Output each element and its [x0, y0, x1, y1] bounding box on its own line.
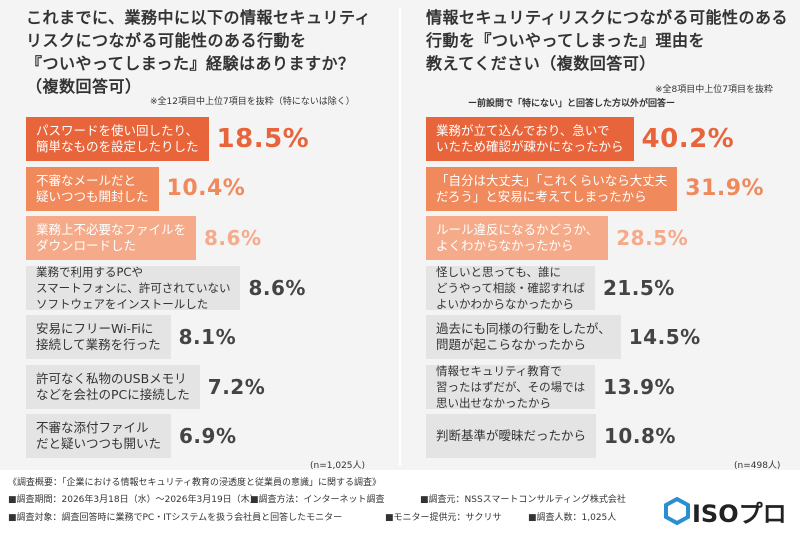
bar-row: 不審なメールだと 疑いつつも開封した 10.4% — [26, 166, 245, 212]
divider — [399, 8, 401, 466]
value-label: 28.5% — [616, 226, 689, 250]
sample-size: (n=498人) — [734, 461, 781, 471]
bar: 判断基準が曖昧だったから — [426, 414, 597, 458]
bar-row: 過去にも同様の行動をしたが、 問題が起こらなかったから 14.5% — [426, 314, 701, 360]
bar-row: 怪しいと思っても、誰に どうやって相談・確認すれば よいかわからなかったから 21… — [426, 265, 675, 311]
value-label: 21.5% — [602, 275, 675, 300]
value-label: 14.5% — [628, 325, 701, 349]
bar: 情報セキュリティ教育で 習ったはずだが、その場では 思い出せなかったから — [426, 364, 596, 410]
bar: ルール違反になるかどうか、 よくわからなかったから — [426, 216, 609, 260]
bar-row: 「自分は大丈夫」「これくらいなら大丈夫 だろう」と安易に考えてしまったから 31.… — [426, 166, 764, 212]
bar-row: 情報セキュリティ教育で 習ったはずだが、その場では 思い出せなかったから 13.9… — [426, 364, 675, 410]
bar-row: 業務上不必要なファイルを ダウンロードした 8.6% — [26, 215, 261, 261]
survey-method: ■調査方法：インターネット調査 — [250, 495, 385, 505]
bar-row: パスワードを使い回したり、 簡単なものを設定したりした 18.5% — [26, 116, 309, 162]
logo-icon — [664, 497, 690, 525]
bar-row: 安易にフリーWi-Fiに 接続して業務を行った 8.1% — [26, 314, 236, 360]
bar: 許可なく私物のUSBメモリ などを会社のPCに接続した — [26, 364, 200, 409]
bar: 怪しいと思っても、誰に どうやって相談・確認すれば よいかわからなかったから — [426, 265, 595, 311]
bar: 業務で利用するPCや スマートフォンに、許可されていない ソフトウェアをインスト… — [26, 265, 241, 311]
value-label: 31.9% — [685, 176, 765, 201]
value-label: 13.9% — [603, 374, 676, 399]
bar-row: 許可なく私物のUSBメモリ などを会社のPCに接続した 7.2% — [26, 364, 265, 410]
survey-heading: 《調査概要：「企業における情報セキュリティ教育の浸透度と従業員の意識」に関する調… — [8, 478, 381, 488]
value-label: 6.9% — [179, 424, 237, 448]
bar: 業務が立て込んでおり、急いで いたため確認が疎かになったから — [426, 117, 634, 161]
bar: 不審なメールだと 疑いつつも開封した — [26, 166, 159, 211]
bar: 業務上不必要なファイルを ダウンロードした — [26, 216, 197, 260]
value-label: 10.8% — [604, 424, 676, 448]
value-label: 7.2% — [207, 374, 266, 399]
bar-row: 不審な添付ファイル だと疑いつつも開いた 6.9% — [26, 413, 236, 459]
bar: パスワードを使い回したり、 簡単なものを設定したりした — [26, 117, 209, 161]
bar: 過去にも同様の行動をしたが、 問題が起こらなかったから — [426, 315, 621, 359]
value-label: 18.5% — [216, 124, 310, 154]
chart-title: 情報セキュリティリスクにつながる可能性のある 行動を『ついやってしまった』理由を… — [426, 8, 789, 73]
bar: 不審な添付ファイル だと疑いつつも開いた — [26, 414, 172, 458]
value-label: 8.6% — [204, 226, 262, 250]
bar-row: 判断基準が曖昧だったから 10.8% — [426, 413, 676, 459]
value-label: 10.4% — [166, 176, 246, 201]
chart-title: これまでに、業務中に以下の情報セキュリティ リスクにつながる可能性のある行動を … — [26, 8, 372, 96]
value-label: 40.2% — [641, 124, 735, 154]
value-label: 8.1% — [178, 325, 237, 349]
sample-size: (n=1,025人) — [310, 461, 366, 471]
survey-target: ■調査対象：調査回答時に業務でPC・ITシステムを扱う会社員と回答したモニター — [8, 513, 343, 523]
bar: 「自分は大丈夫」「これくらいなら大丈夫 だろう」と安易に考えてしまったから — [426, 166, 678, 211]
survey-count: ■調査人数：1,025人 — [528, 513, 617, 523]
logo: ISOプロ — [692, 500, 787, 528]
bar-row: ルール違反になるかどうか、 よくわからなかったから 28.5% — [426, 215, 688, 261]
bar-row: 業務で利用するPCや スマートフォンに、許可されていない ソフトウェアをインスト… — [26, 265, 306, 311]
chart-note: ※全8項目中上位7項目を抜粋 — [655, 85, 773, 95]
survey-provider: ■モニター提供元：サクリサ — [385, 513, 502, 523]
chart-subtitle: ー前設問で「特にない」と回答した方以外が回答ー — [468, 99, 676, 109]
chart-note: ※全12項目中上位7項目を抜粋（特にないは除く） — [150, 97, 355, 107]
survey-source: ■調査元：NSSスマートコンサルティング株式会社 — [420, 495, 626, 505]
survey-period: ■調査期間：2026年3月18日（水）〜2026年3月19日（木） — [8, 495, 259, 505]
value-label: 8.6% — [248, 275, 306, 300]
bar: 安易にフリーWi-Fiに 接続して業務を行った — [26, 315, 171, 359]
bar-row: 業務が立て込んでおり、急いで いたため確認が疎かになったから 40.2% — [426, 116, 734, 162]
